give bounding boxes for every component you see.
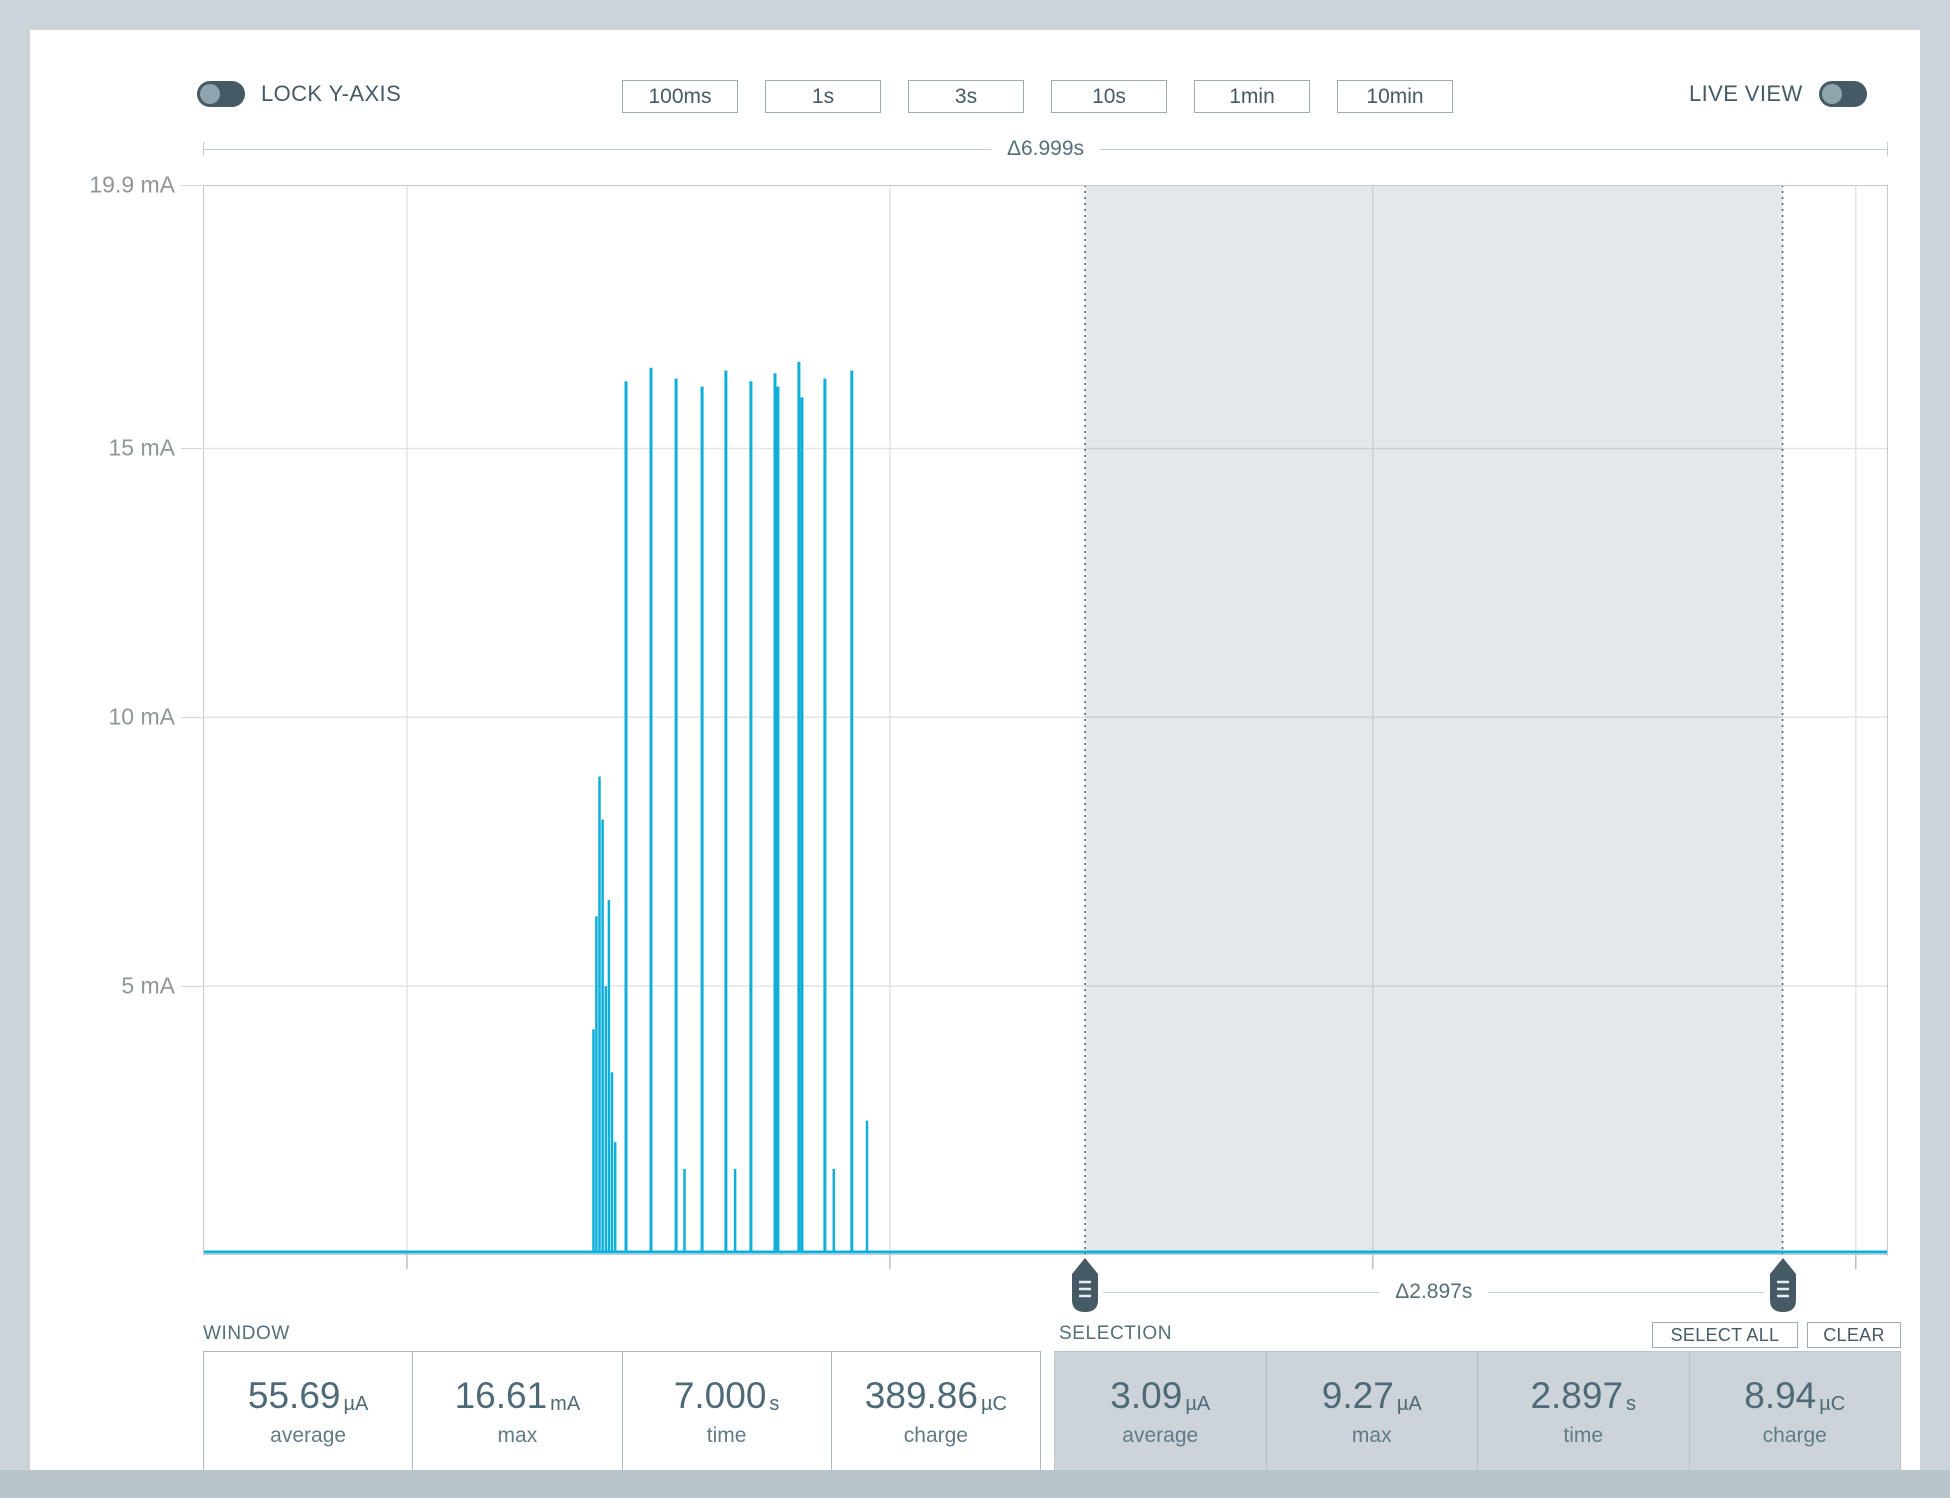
stat-value: 55.69 µA xyxy=(247,1374,369,1416)
selection-stats-panel: 3.09 µA average 9.27 µA max 2.897 s time 8.94 µC ch… xyxy=(1054,1351,1901,1473)
time-window-button-10s[interactable]: 10s xyxy=(1051,80,1167,113)
selection-handle-left[interactable] xyxy=(1072,1258,1099,1312)
selection-stat-max: 9.27 µA max xyxy=(1265,1352,1478,1472)
selection-stat-average: 3.09 µA average xyxy=(1055,1352,1266,1472)
current-spikes xyxy=(624,361,854,1252)
stat-value: 3.09 µA xyxy=(1110,1374,1211,1416)
window-stats-panel: 55.69 µA average 16.61 mA max 7.000 s time 389.86… xyxy=(203,1351,1041,1473)
live-view-switch[interactable] xyxy=(1818,81,1867,107)
stat-label: time xyxy=(1563,1423,1604,1447)
window-stats-title: WINDOW xyxy=(203,1323,290,1344)
lock-y-axis-switch[interactable] xyxy=(197,81,245,107)
y-axis-tick xyxy=(181,448,202,450)
clear-button[interactable]: CLEAR xyxy=(1807,1322,1901,1348)
stat-label: average xyxy=(1122,1423,1199,1447)
toggle-knob xyxy=(200,84,220,104)
stat-value: 389.86 µC xyxy=(864,1374,1007,1416)
lock-y-axis-label: LOCK Y-AXIS xyxy=(261,81,402,106)
stat-label: max xyxy=(1351,1423,1392,1447)
chart-border xyxy=(203,185,1888,1255)
stat-label: time xyxy=(706,1423,747,1447)
y-axis-tick xyxy=(181,185,202,186)
toggle-knob xyxy=(1821,84,1842,104)
y-axis-tick xyxy=(181,717,202,719)
lock-y-axis-toggle[interactable]: LOCK Y-AXIS xyxy=(197,76,401,112)
time-window-button-100ms[interactable]: 100ms xyxy=(622,80,738,113)
stat-value: 2.897 s xyxy=(1530,1374,1637,1416)
window-delta-label: Δ6.999s xyxy=(1006,137,1085,160)
selection-stats-title: SELECTION xyxy=(1059,1323,1173,1344)
time-window-button-1min[interactable]: 1min xyxy=(1194,80,1310,113)
selection-stat-time: 2.897 s time xyxy=(1477,1352,1689,1472)
stat-label: average xyxy=(270,1423,347,1447)
stat-label: charge xyxy=(1762,1423,1827,1447)
window-stat-time: 7.000 s time xyxy=(621,1352,831,1472)
chart-plot[interactable] xyxy=(203,185,1888,1271)
time-window-button-3s[interactable]: 3s xyxy=(908,80,1024,113)
y-axis-label: 5 mA xyxy=(121,972,175,999)
y-axis-label: 15 mA xyxy=(108,434,175,461)
ruler-end-tick xyxy=(1887,142,1888,156)
selection-delta-label: Δ2.897s xyxy=(1395,1280,1473,1303)
main-panel: LOCK Y-AXIS 100ms 1s 3s 10s 1min 10min LIVE V… xyxy=(30,30,1920,1473)
window-stat-max: 16.61 mA max xyxy=(412,1352,621,1472)
window-stat-average: 55.69 µA average xyxy=(204,1352,412,1472)
stat-label: max xyxy=(497,1423,538,1447)
window-bottom-edge xyxy=(0,1470,1950,1498)
stat-value: 9.27 µA xyxy=(1321,1374,1422,1416)
select-all-button[interactable]: SELECT ALL xyxy=(1652,1322,1798,1348)
time-window-button-1s[interactable]: 1s xyxy=(765,80,881,113)
stat-value: 7.000 s xyxy=(673,1374,780,1416)
stat-label: charge xyxy=(903,1423,968,1447)
selection-delta-ruler: Δ2.897s xyxy=(1103,1280,1765,1304)
ruler-end-tick xyxy=(203,142,204,156)
y-axis-label: 10 mA xyxy=(108,703,175,730)
y-axis-label: 19.9 mA xyxy=(89,171,175,198)
time-window-button-group: 100ms 1s 3s 10s 1min 10min xyxy=(622,80,1453,113)
current-spikes-small xyxy=(592,776,869,1252)
live-view-label: LIVE VIEW xyxy=(1689,81,1803,106)
chart-area[interactable] xyxy=(203,185,1888,1269)
window-stat-charge: 389.86 µC charge xyxy=(830,1352,1040,1472)
stat-value: 16.61 mA xyxy=(454,1374,581,1416)
y-axis-tick xyxy=(181,986,202,988)
window-delta-ruler: Δ6.999s xyxy=(203,137,1888,161)
stat-value: 8.94 µC xyxy=(1744,1374,1846,1416)
selection-stat-charge: 8.94 µC charge xyxy=(1688,1352,1901,1472)
selection-region[interactable] xyxy=(1085,185,1783,1255)
selection-handle-right[interactable] xyxy=(1769,1258,1796,1312)
time-window-button-10min[interactable]: 10min xyxy=(1337,80,1453,113)
live-view-toggle[interactable]: LIVE VIEW xyxy=(1689,76,1867,112)
